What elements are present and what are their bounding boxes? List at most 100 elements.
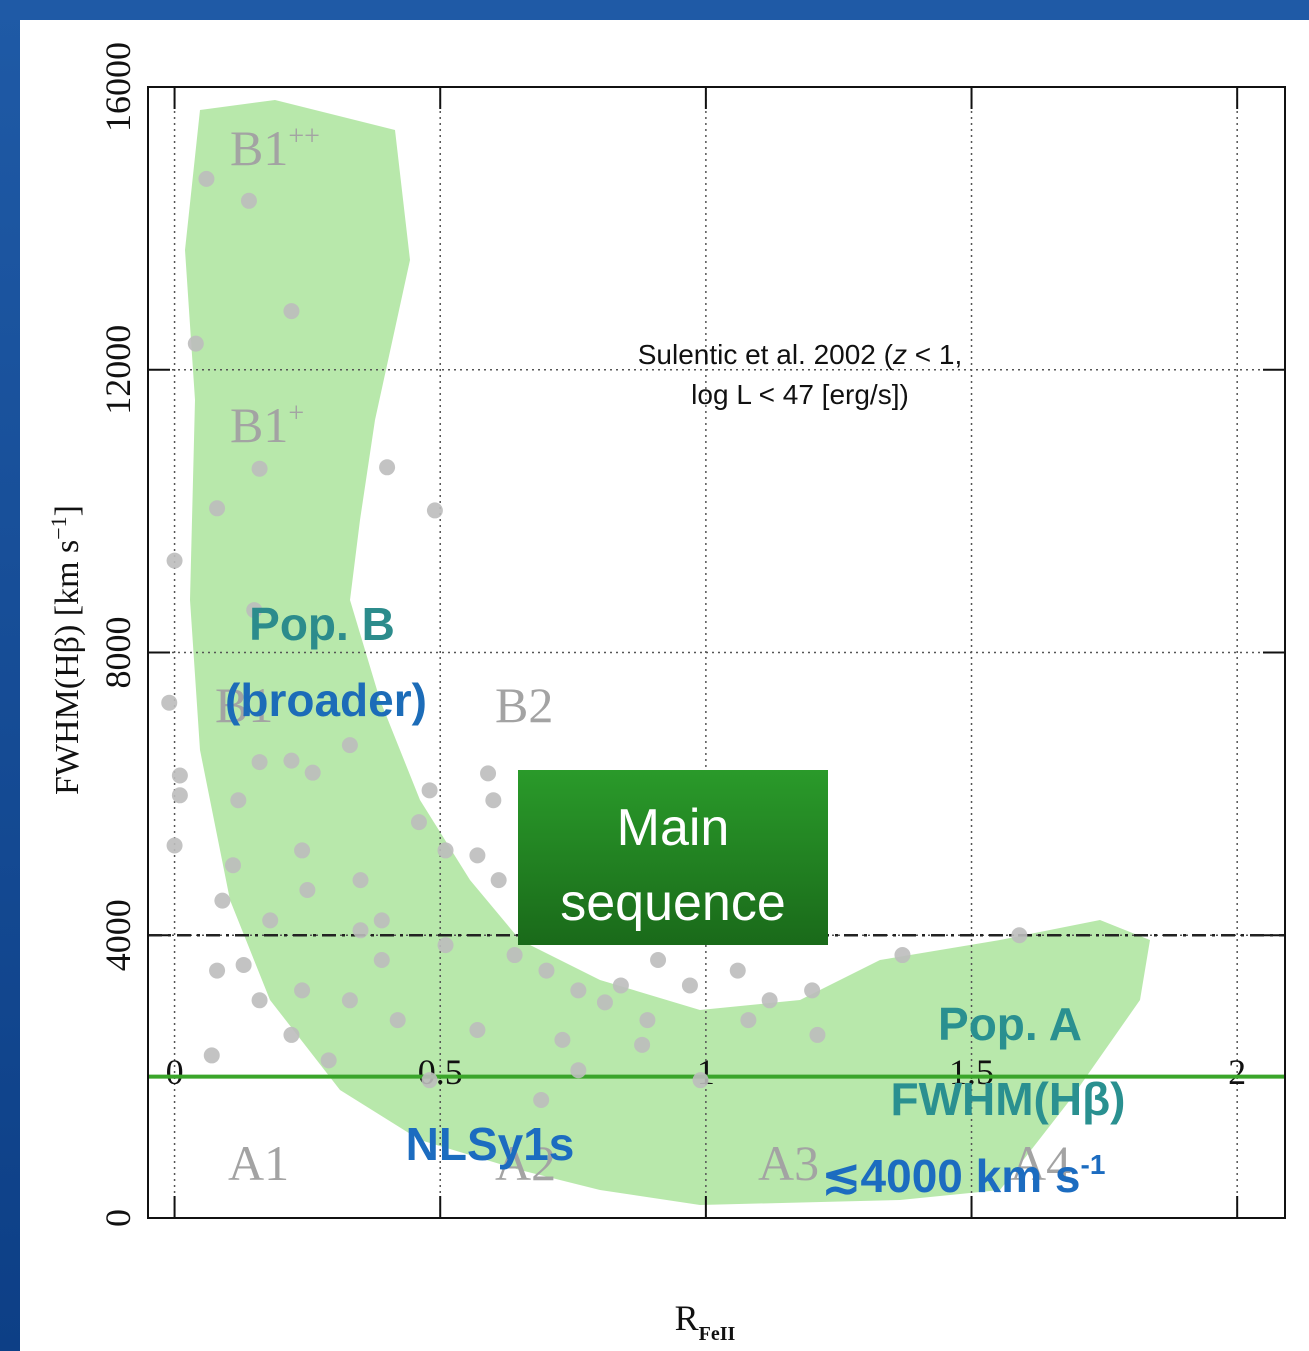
region-label: B1+ (230, 397, 304, 453)
pop-b-label: (broader) (225, 674, 427, 726)
data-point (198, 170, 215, 187)
data-point (437, 937, 454, 954)
data-point (740, 1012, 757, 1029)
data-point (639, 1012, 656, 1029)
region-label: B2 (495, 677, 553, 733)
data-point (681, 977, 698, 994)
data-point (214, 892, 231, 909)
plot-frame (147, 86, 1286, 1219)
data-point (389, 1012, 406, 1029)
pop-b-label: Pop. B (249, 598, 395, 650)
data-point (283, 752, 300, 769)
data-point (299, 882, 316, 899)
data-point (485, 792, 502, 809)
data-point (352, 922, 369, 939)
data-point (410, 814, 427, 831)
pop-a-limit: ≲4000 km s-1 (822, 1149, 1105, 1202)
data-point (225, 857, 242, 874)
data-point (304, 764, 321, 781)
region-label: A2 (495, 1135, 556, 1191)
data-point (246, 602, 263, 619)
reference-note: log L < 47 [erg/s]) (691, 379, 909, 410)
data-point (480, 765, 497, 782)
region-label: B1 (215, 677, 273, 733)
data-point (490, 872, 507, 889)
data-point (283, 1026, 300, 1043)
data-point (570, 1062, 587, 1079)
data-point (341, 992, 358, 1009)
data-point (729, 962, 746, 979)
data-point (612, 977, 629, 994)
data-point (421, 782, 438, 799)
data-point (894, 947, 911, 964)
data-point (804, 982, 821, 999)
data-point (262, 912, 279, 929)
y-tick-label: 12000 (98, 325, 138, 415)
data-point (294, 842, 311, 859)
data-point (294, 982, 311, 999)
main-sequence-label: sequence (560, 874, 786, 932)
nlsy1-label: NLSy1s (406, 1118, 575, 1170)
data-point (166, 552, 183, 569)
data-point (650, 951, 667, 968)
data-point (373, 912, 390, 929)
data-point (692, 1072, 709, 1089)
data-point (469, 1021, 486, 1038)
y-tick-label: 16000 (98, 42, 138, 132)
data-point (379, 459, 396, 476)
data-point (538, 962, 555, 979)
data-point (809, 1026, 826, 1043)
data-point (506, 947, 523, 964)
region-label: A1 (228, 1135, 289, 1191)
data-point (187, 335, 204, 352)
y-tick-label: 4000 (98, 899, 138, 971)
data-point (235, 956, 252, 973)
y-axis-label: FWHM(Hβ) [km s−1] (46, 505, 86, 795)
data-point (203, 1047, 220, 1064)
data-point (533, 1091, 550, 1108)
data-point (161, 694, 178, 711)
y-tick-label: 8000 (98, 617, 138, 689)
data-point (421, 1072, 438, 1089)
data-point (209, 962, 226, 979)
data-point (341, 737, 358, 754)
pop-a-label: FWHM(Hβ) (891, 1073, 1126, 1125)
y-tick-label: 0 (98, 1209, 138, 1227)
region-label: A3 (758, 1135, 819, 1191)
data-point (352, 872, 369, 889)
data-point (761, 992, 778, 1009)
main-sequence-box (518, 770, 828, 945)
x-tick-label: 0 (166, 1052, 184, 1092)
density-region (185, 100, 1150, 1205)
data-point (469, 847, 486, 864)
x-tick-label: 2 (1228, 1052, 1246, 1092)
plot-layer (148, 86, 1285, 1219)
data-point (554, 1031, 571, 1048)
data-point (240, 192, 257, 209)
pop-a-label: Pop. A (938, 998, 1082, 1050)
x-axis-label: RFeII (675, 1298, 736, 1345)
data-point (596, 994, 613, 1011)
data-point (209, 500, 226, 517)
data-point (320, 1052, 337, 1069)
data-point (437, 842, 454, 859)
region-label: A4 (1010, 1135, 1071, 1191)
data-point (283, 303, 300, 320)
data-point (1011, 927, 1028, 944)
data-point (426, 502, 443, 519)
data-point (251, 754, 268, 771)
reference-note: Sulentic et al. 2002 (z < 1, (638, 339, 963, 370)
data-point (373, 951, 390, 968)
data-point (166, 837, 183, 854)
data-point (171, 787, 188, 804)
data-point (634, 1036, 651, 1053)
data-point (171, 767, 188, 784)
data-point (251, 992, 268, 1009)
data-point (230, 792, 247, 809)
data-point (570, 982, 587, 999)
data-point (251, 460, 268, 477)
region-label: B1++ (230, 120, 320, 176)
main-sequence-label: Main (617, 799, 730, 857)
